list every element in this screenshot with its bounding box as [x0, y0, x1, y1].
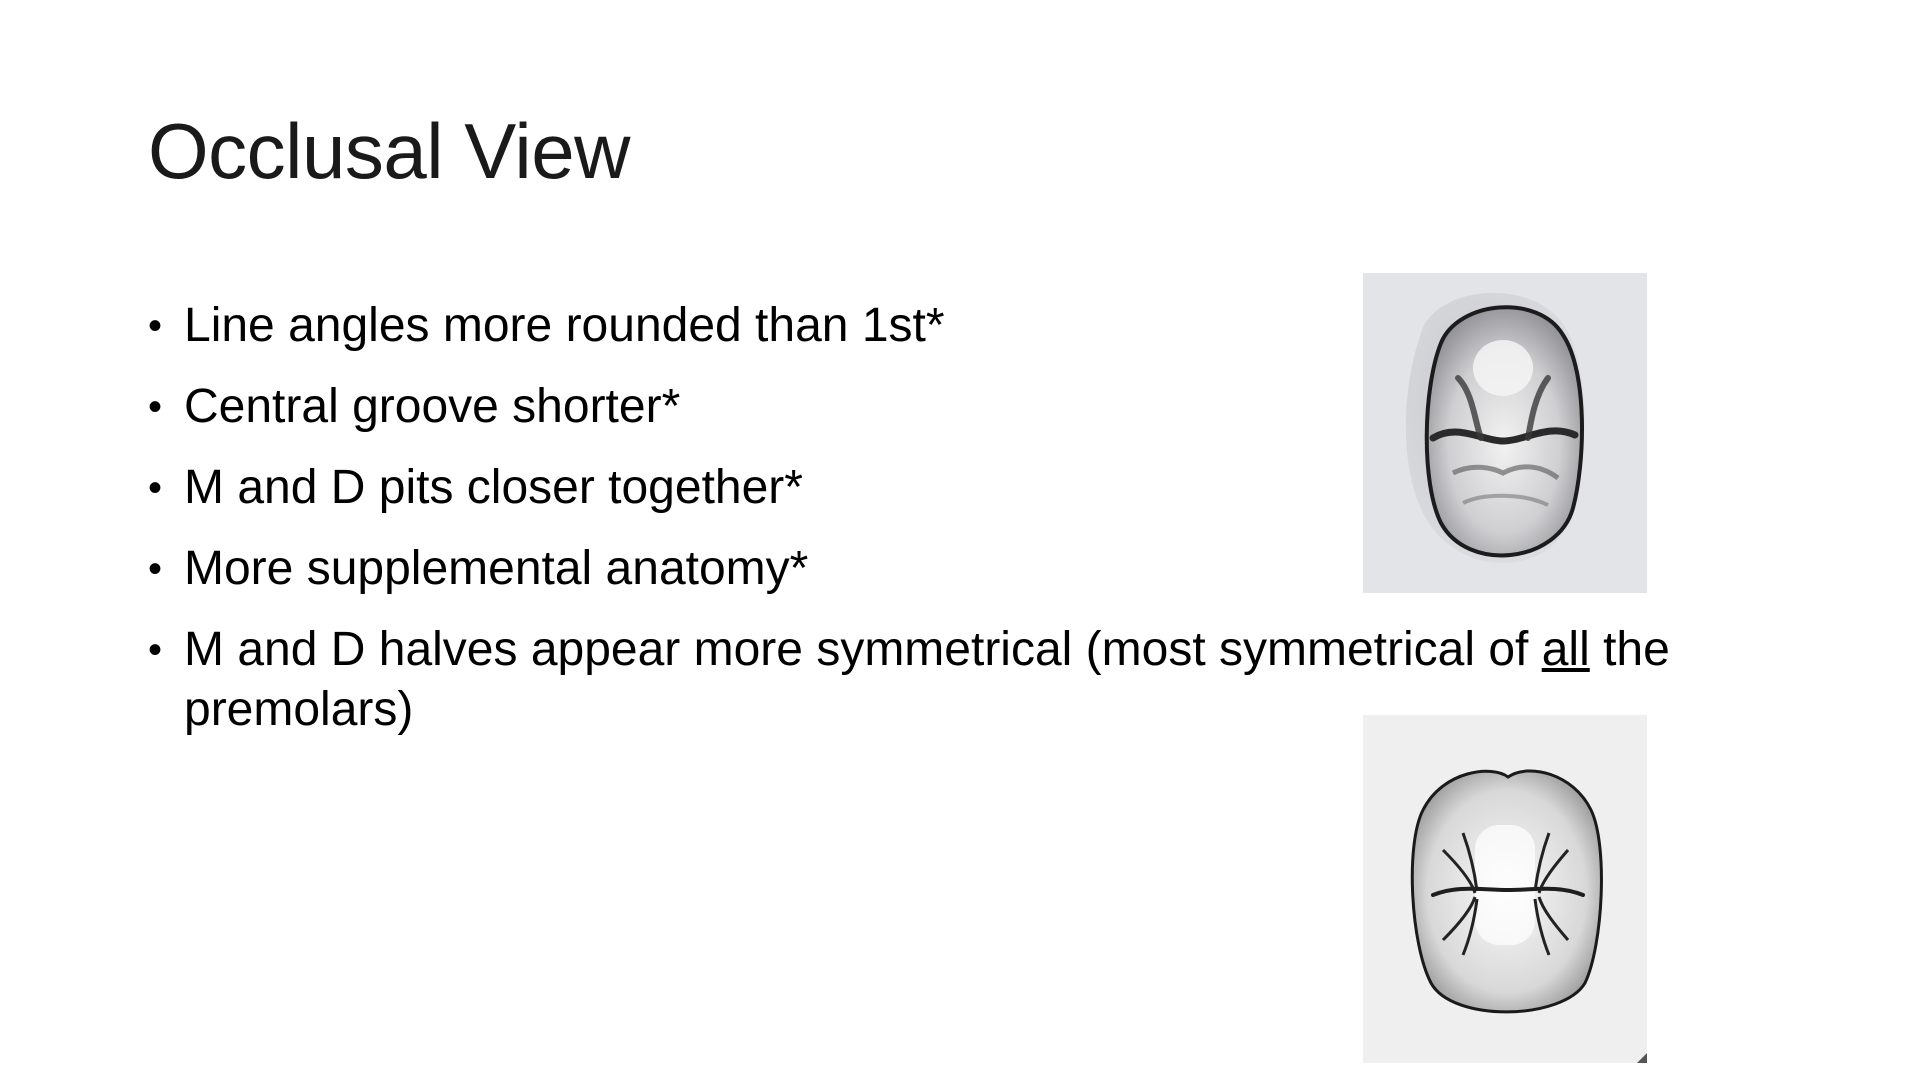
bullet-item: • Line angles more rounded than 1st* — [148, 296, 1728, 356]
bullet-item: • M and D halves appear more symmetrical… — [148, 620, 1728, 740]
bullet-dot: • — [148, 628, 163, 672]
bullet-text-underlined: all — [1541, 623, 1590, 676]
bullet-text: Line angles more rounded than 1st* — [184, 299, 945, 352]
bullet-dot: • — [148, 385, 163, 429]
slide-title: Occlusal View — [148, 107, 630, 195]
tooth-drawing-graphic — [1363, 715, 1647, 1063]
bullet-list: • Line angles more rounded than 1st* • C… — [148, 296, 1728, 761]
bullet-dot: • — [148, 304, 163, 348]
bullet-dot: • — [148, 547, 163, 591]
bullet-text-after: the premolars) — [184, 623, 1670, 736]
tooth-photo-graphic — [1363, 273, 1647, 593]
bullet-item: • Central groove shorter* — [148, 377, 1728, 437]
bullet-item: • More supplemental anatomy* — [148, 539, 1728, 599]
tooth-occlusal-photo — [1363, 273, 1647, 593]
bullet-item: • M and D pits closer together* — [148, 458, 1728, 518]
bullet-text-before: M and D halves appear more symmetrical (… — [184, 623, 1542, 676]
bullet-text: More supplemental anatomy* — [184, 542, 809, 595]
bullet-dot: • — [148, 466, 163, 510]
bullet-text: M and D pits closer together* — [184, 461, 803, 514]
bullet-text: Central groove shorter* — [184, 380, 681, 433]
bullet-text: M and D halves appear more symmetrical (… — [184, 623, 1670, 736]
tooth-occlusal-drawing — [1363, 715, 1647, 1063]
